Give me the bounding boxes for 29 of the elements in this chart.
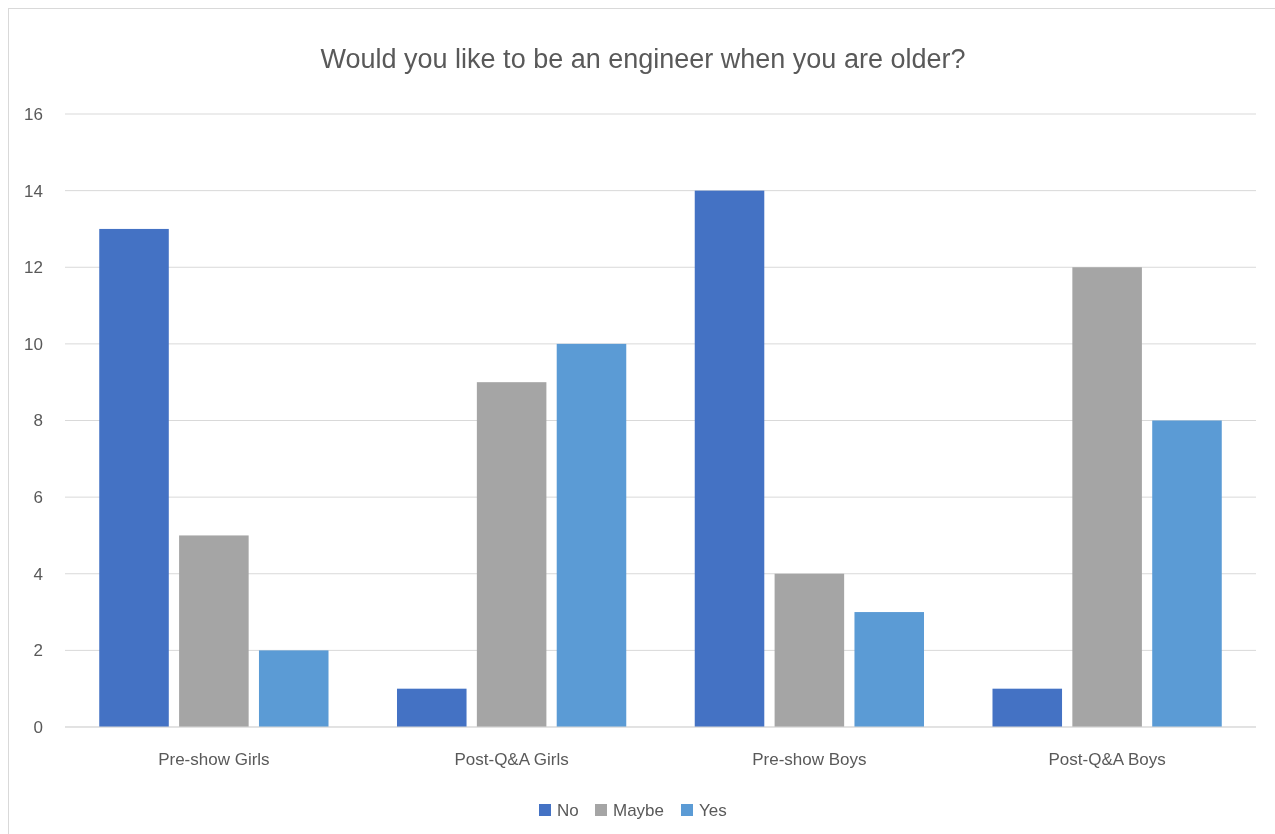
legend-label: Maybe <box>613 800 665 820</box>
y-tick-label: 8 <box>33 411 43 431</box>
y-tick-label: 16 <box>24 104 43 124</box>
bar <box>694 190 765 727</box>
bar <box>258 650 329 727</box>
y-tick-label: 0 <box>33 717 43 737</box>
bar <box>396 688 467 727</box>
y-tick-label: 12 <box>24 258 43 278</box>
bar <box>1152 420 1222 727</box>
bar <box>854 612 925 727</box>
bar <box>476 382 547 727</box>
bar <box>99 228 169 727</box>
y-tick-label: 10 <box>24 334 43 354</box>
bar <box>179 535 249 727</box>
bar <box>556 343 627 727</box>
legend-label: No <box>557 800 579 820</box>
chart-title: Would you like to be an engineer when you are older? <box>320 44 966 74</box>
bar <box>774 573 845 727</box>
y-tick-label: 2 <box>33 641 43 661</box>
bar <box>1072 267 1142 727</box>
x-tick-label: Pre-show Girls <box>158 750 270 769</box>
y-tick-label: 4 <box>33 564 43 584</box>
y-tick-label: 6 <box>33 488 43 508</box>
x-tick-label: Post-Q&A Girls <box>454 750 569 769</box>
x-tick-label: Pre-show Boys <box>752 750 867 769</box>
y-tick-label: 14 <box>24 181 43 201</box>
legend-label: Yes <box>699 800 727 820</box>
x-tick-label: Post-Q&A Boys <box>1048 750 1166 769</box>
bar <box>992 688 1063 727</box>
